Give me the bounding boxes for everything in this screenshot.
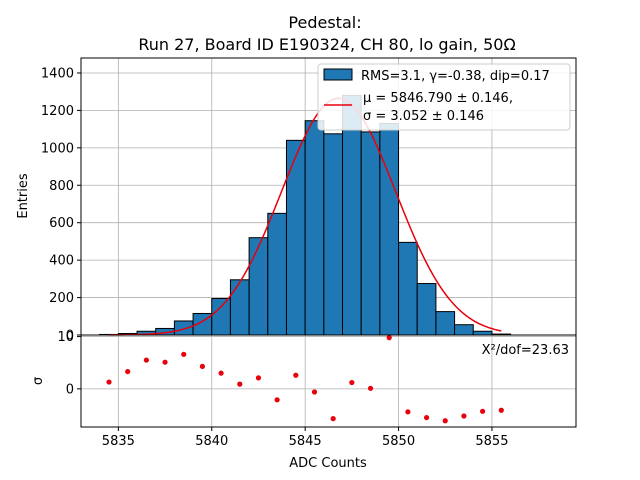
histogram-bar: [229, 279, 250, 336]
histogram-bar: [248, 237, 269, 336]
top-y-axis-label: Entries: [16, 173, 31, 219]
histogram-bar: [304, 120, 325, 336]
residual-point: [349, 379, 355, 386]
histogram-bar: [379, 123, 400, 336]
histogram-bar: [472, 330, 493, 336]
legend-fit-label-line1: μ = 5846.790 ± 0.146,: [363, 91, 513, 106]
legend-box: [317, 63, 571, 131]
top-y-tick-label: 800: [49, 179, 74, 194]
residual-point: [255, 375, 262, 381]
residual-point: [311, 389, 318, 395]
residual-point: [293, 372, 299, 378]
residual-point: [330, 416, 336, 422]
histogram-bar: [360, 131, 381, 336]
x-axis-label: ADC Counts: [289, 456, 367, 471]
histogram-bar: [323, 133, 344, 336]
residual-point: [162, 359, 168, 365]
histogram-bar: [173, 320, 194, 336]
residual-point: [367, 385, 374, 391]
histogram-bar: [267, 212, 287, 336]
residual-point: [498, 407, 504, 413]
histogram-bar: [454, 324, 474, 336]
residual-point: [405, 409, 411, 415]
histogram-bar: [211, 298, 231, 336]
top-panel-y-ticks: 0 200 400 600 800 1000 1200 1400: [41, 66, 81, 344]
residual-point: [461, 413, 467, 419]
chi2-annotation: X²/dof=23.63: [482, 343, 569, 358]
residual-point: [442, 418, 448, 424]
residual-point: [274, 397, 280, 403]
bottom-panel-frame: [80, 334, 577, 428]
histogram-bar: [416, 283, 437, 336]
legend-histogram-swatch: [323, 68, 353, 81]
bottom-panel-grid: [81, 335, 576, 427]
x-tick-label: 5850: [382, 434, 415, 449]
residual-point: [386, 335, 392, 341]
top-y-tick-label: 1400: [41, 66, 74, 81]
histogram-bars: [99, 94, 512, 336]
x-tick-label: 5845: [289, 434, 322, 449]
top-y-tick-label: 200: [49, 291, 74, 306]
bottom-y-tick-label: 0: [66, 382, 74, 397]
residual-point: [125, 368, 131, 375]
legend: RMS=3.1, γ=-0.38, dip=0.17 μ = 5846.790 …: [317, 63, 571, 131]
bottom-panel-y-ticks: 010: [57, 330, 81, 397]
residual-point: [237, 381, 243, 387]
top-y-tick-label: 1200: [41, 104, 74, 119]
top-y-tick-label: 600: [49, 216, 74, 231]
residual-point: [181, 351, 187, 357]
x-tick-label: 5840: [195, 434, 228, 449]
histogram-bar: [435, 311, 456, 336]
chart-title-line1: Pedestal:: [288, 13, 361, 32]
top-y-tick-label: 0: [66, 329, 74, 344]
histogram-bar: [285, 139, 306, 336]
x-tick-label: 5855: [475, 434, 508, 449]
histogram-bar: [342, 94, 362, 336]
residual-points: [106, 335, 504, 424]
residual-point: [480, 408, 486, 414]
residual-point: [106, 379, 112, 385]
histogram-bar: [398, 241, 418, 336]
chart-title-line2: Run 27, Board ID E190324, CH 80, lo gain…: [138, 35, 515, 54]
legend-fit-label-line2: σ = 3.052 ± 0.146: [363, 109, 484, 124]
x-tick-label: 5835: [102, 434, 135, 449]
legend-histogram-label: RMS=3.1, γ=-0.38, dip=0.17: [361, 69, 550, 84]
gaussian-fit-line: [109, 97, 502, 336]
top-y-tick-label: 400: [49, 254, 74, 269]
bottom-y-axis-label: σ: [31, 377, 46, 385]
top-y-tick-label: 1000: [41, 141, 74, 156]
residual-point: [423, 414, 430, 421]
x-axis-ticks: 5835 5840 5845 5850 5855: [102, 427, 508, 449]
bottom-y-tick-label: 10: [57, 330, 74, 345]
residual-point: [218, 370, 224, 376]
residual-point: [143, 357, 149, 363]
residual-point: [199, 363, 206, 369]
